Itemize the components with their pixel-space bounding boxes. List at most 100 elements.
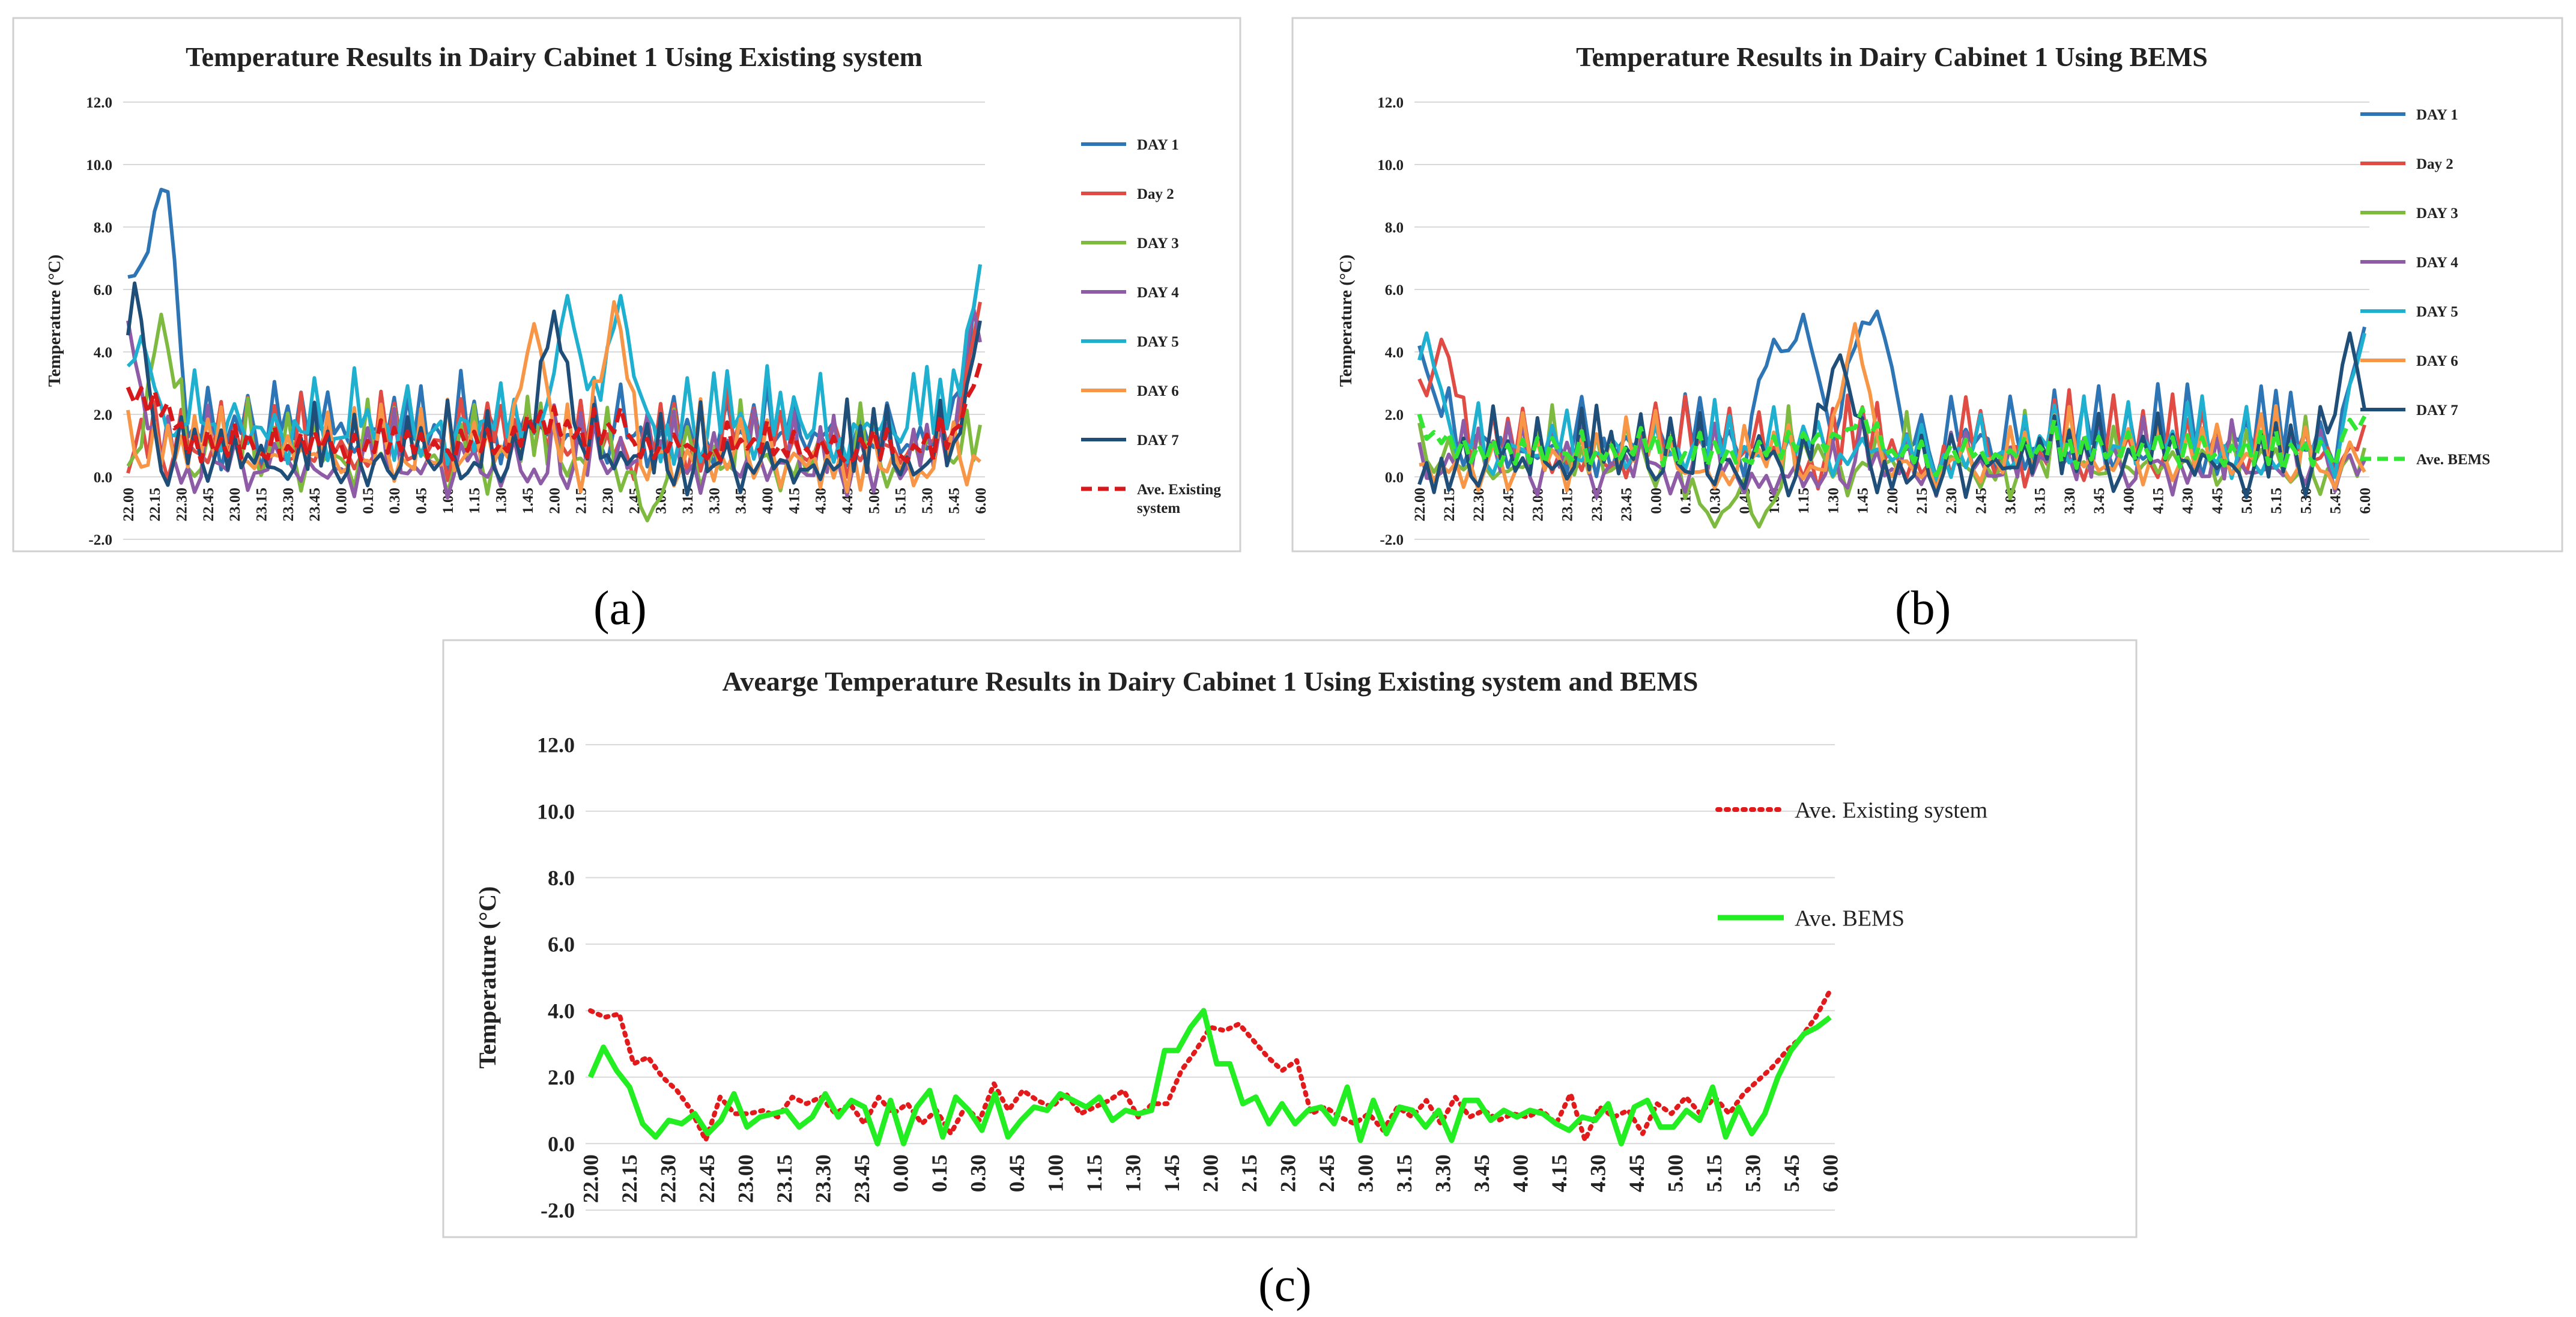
x-tick-label: 4.15: [2150, 488, 2166, 514]
x-tick-label: 22.15: [617, 1154, 641, 1203]
x-tick-label: 3.15: [2032, 488, 2049, 514]
legend-label: Ave. BEMS: [1795, 906, 1905, 931]
x-tick-label: 0.30: [966, 1154, 990, 1192]
x-tick-label: 22.45: [201, 488, 217, 521]
y-axis-label: Temperature (°C): [474, 886, 501, 1069]
y-tick-label: -2.0: [541, 1199, 575, 1223]
y-tick-label: 10.0: [537, 799, 575, 823]
x-tick-label: 4.45: [1625, 1154, 1649, 1192]
chart-panel-b: Temperature Results in Dairy Cabinet 1 U…: [1291, 17, 2563, 553]
legend-label: DAY 7: [1137, 432, 1179, 449]
x-tick-label: 0.15: [360, 488, 377, 514]
y-tick-label: 12.0: [1377, 95, 1404, 111]
x-tick-label: 22.00: [1412, 488, 1428, 521]
y-tick-label: 8.0: [548, 866, 575, 890]
legend-label: Day 2: [1137, 186, 1174, 202]
chart-title: Temperature Results in Dairy Cabinet 1 U…: [1576, 41, 2208, 72]
chart-frame: [442, 639, 2138, 1238]
y-tick-label: 6.0: [94, 282, 112, 298]
x-tick-label: 2.45: [1973, 488, 1989, 514]
x-tick-label: 4.45: [2210, 488, 2226, 514]
x-tick-label: 2.45: [1315, 1154, 1339, 1192]
y-tick-label: 6.0: [1385, 282, 1404, 298]
x-tick-label: 23.15: [253, 488, 270, 521]
legend-label: Ave. Existing system: [1137, 482, 1221, 516]
x-tick-label: 5.15: [893, 488, 909, 514]
y-tick-label: 12.0: [537, 733, 575, 757]
series-line-ave-existing-system: [126, 363, 983, 467]
x-tick-label: 0.00: [1648, 488, 1664, 514]
x-tick-label: 5.15: [1702, 1154, 1726, 1192]
x-tick-label: 3.30: [1431, 1154, 1455, 1192]
legend-label: DAY 5: [1137, 334, 1179, 350]
x-tick-label: 6.00: [2357, 488, 2374, 514]
chart-panel-c: Avearge Temperature Results in Dairy Cab…: [442, 639, 2138, 1238]
x-tick-label: 23.45: [850, 1154, 874, 1203]
x-tick-label: 6.00: [973, 488, 989, 514]
x-tick-label: 22.15: [1441, 488, 1458, 521]
x-tick-label: 22.00: [579, 1154, 603, 1203]
x-tick-label: 3.15: [1392, 1154, 1416, 1192]
x-tick-label: 3.45: [2091, 488, 2108, 514]
legend-label: DAY 7: [2416, 402, 2458, 419]
legend-label: DAY 4: [2416, 255, 2458, 271]
chart-title: Avearge Temperature Results in Dairy Cab…: [723, 666, 1699, 697]
legend-label: Ave. BEMS: [2416, 452, 2490, 468]
legend-label: DAY 1: [1137, 137, 1179, 153]
x-tick-label: 22.00: [121, 488, 137, 521]
y-axis-label: Temperature (°C): [1336, 255, 1356, 387]
x-tick-label: 0.15: [927, 1154, 951, 1192]
legend-label: DAY 4: [1137, 285, 1179, 301]
y-tick-label: 4.0: [94, 345, 112, 361]
x-tick-label: 22.45: [1500, 488, 1517, 521]
x-tick-label: 1.45: [520, 488, 536, 514]
chart-title: Temperature Results in Dairy Cabinet 1 U…: [186, 41, 923, 72]
y-tick-label: -2.0: [88, 532, 112, 548]
series-line-ave-bems: [1417, 406, 2367, 477]
x-tick-label: 4.00: [1509, 1154, 1533, 1192]
x-tick-label: 4.30: [813, 488, 829, 514]
x-tick-label: 4.00: [2121, 488, 2137, 514]
series-line-day-5: [126, 264, 982, 466]
x-tick-label: 22.15: [147, 488, 163, 521]
legend-label: DAY 5: [2416, 304, 2458, 320]
x-tick-label: 0.30: [387, 488, 403, 514]
x-tick-label: 23.30: [280, 488, 297, 521]
x-tick-label: 0.00: [334, 488, 350, 514]
x-tick-label: 1.45: [1160, 1154, 1184, 1192]
series-line-day-7: [126, 281, 982, 497]
y-tick-label: 12.0: [86, 95, 112, 111]
y-tick-label: 2.0: [94, 407, 112, 423]
x-tick-label: 3.00: [1354, 1154, 1378, 1192]
x-tick-label: 3.30: [2062, 488, 2078, 514]
x-tick-label: 2.30: [1944, 488, 1960, 514]
x-tick-label: 22.30: [656, 1154, 680, 1203]
x-tick-label: 5.30: [1741, 1154, 1765, 1192]
x-tick-label: 1.30: [1121, 1154, 1145, 1192]
y-tick-label: 4.0: [1385, 345, 1404, 361]
y-tick-label: 8.0: [94, 220, 112, 236]
x-tick-label: 23.45: [307, 488, 323, 521]
x-tick-label: 23.00: [734, 1154, 758, 1203]
y-tick-label: 2.0: [1385, 407, 1404, 423]
legend-label: Day 2: [2416, 156, 2453, 172]
x-tick-label: 1.00: [1044, 1154, 1068, 1192]
legend-label: DAY 6: [2416, 353, 2458, 369]
x-tick-label: 3.30: [706, 488, 723, 514]
x-tick-label: 2.15: [1914, 488, 1930, 514]
x-tick-label: 23.30: [811, 1154, 835, 1203]
x-tick-label: 4.15: [1547, 1154, 1571, 1192]
x-tick-label: 2.15: [1237, 1154, 1261, 1192]
x-tick-label: 22.30: [174, 488, 190, 521]
x-tick-label: 1.30: [1825, 488, 1841, 514]
legend-label: DAY 6: [1137, 383, 1179, 399]
x-tick-label: 5.15: [2268, 488, 2285, 514]
x-tick-label: 6.00: [1819, 1154, 1843, 1192]
x-tick-label: 1.15: [1796, 488, 1812, 514]
x-tick-label: 23.15: [1560, 488, 1576, 521]
x-tick-label: 2.30: [600, 488, 616, 514]
x-tick-label: 0.45: [1005, 1154, 1029, 1192]
x-tick-label: 22.45: [695, 1154, 719, 1203]
legend-label-line: Ave. Existing: [1137, 482, 1221, 498]
